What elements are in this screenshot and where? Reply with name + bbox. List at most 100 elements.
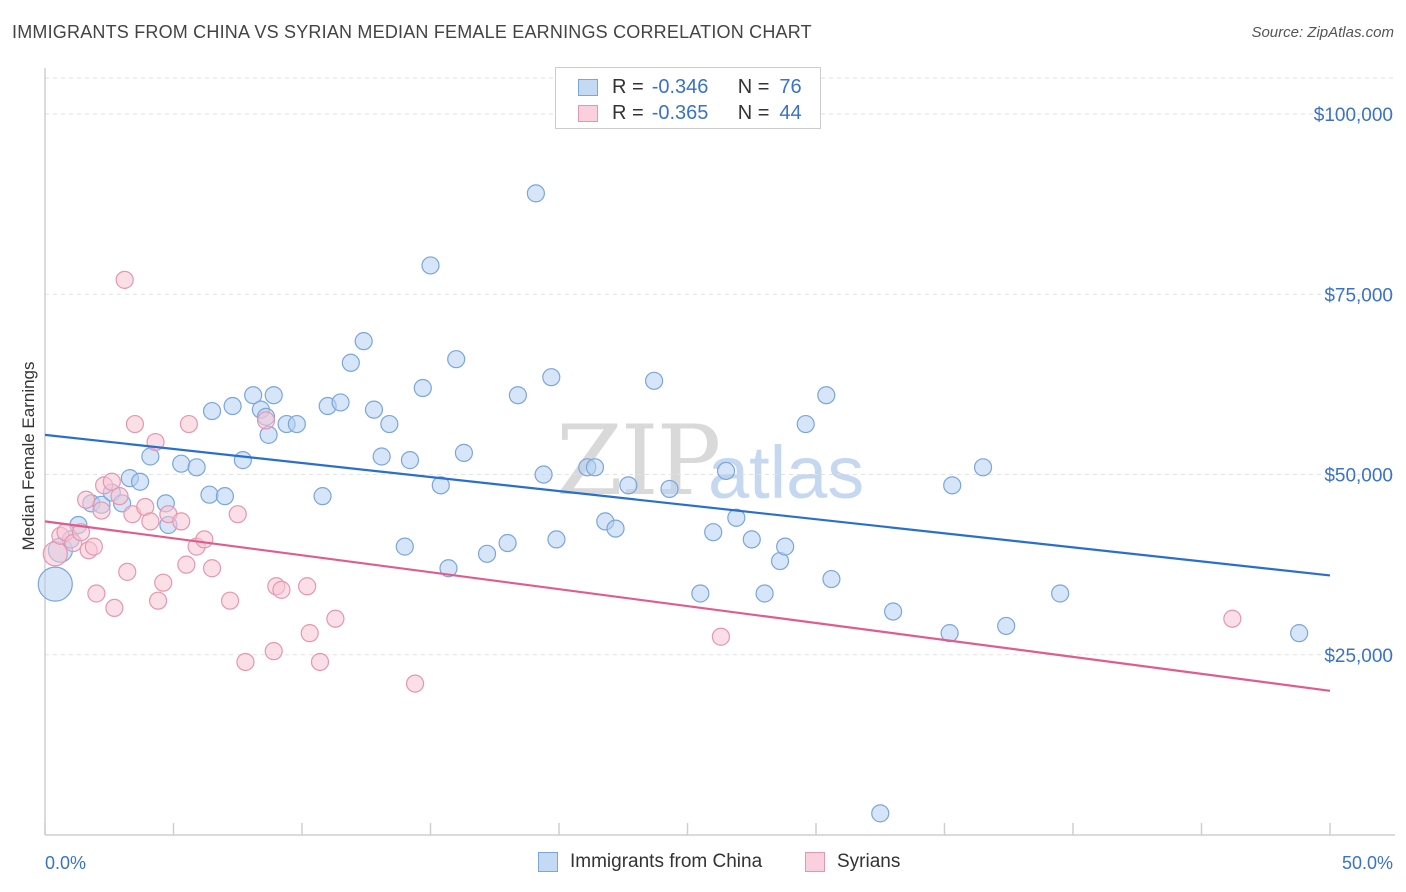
syrian-point <box>300 624 319 643</box>
china-point <box>822 569 841 589</box>
china-trend-line <box>44 433 1331 577</box>
syrian-trend-line <box>44 520 1331 692</box>
china-point <box>223 396 242 416</box>
syrian-point <box>148 591 168 610</box>
syrian-point <box>154 573 173 592</box>
syrian-point <box>1223 609 1242 628</box>
syrian-point <box>272 580 291 599</box>
legend-n-value: 76 <box>779 75 802 98</box>
correlation-legend: R = -0.346 N = 76 R = -0.365 N = 44 <box>555 67 821 129</box>
china-point <box>172 454 191 473</box>
china-point <box>395 537 414 556</box>
china-point <box>716 461 736 481</box>
syrian-point <box>202 559 222 578</box>
china-point <box>644 371 664 390</box>
china-point <box>871 804 890 823</box>
china-point <box>454 443 474 462</box>
syrian-point <box>220 591 240 610</box>
y-tick-label: $75,000 <box>1324 285 1393 306</box>
china-point <box>660 479 679 499</box>
legend-n-label: N = <box>737 75 770 98</box>
axes <box>44 68 1395 836</box>
china-point <box>742 530 761 549</box>
china-point <box>380 414 399 434</box>
syrian-point <box>105 598 124 618</box>
legend-swatch-syrians <box>578 104 598 122</box>
axis-labels: $25,000 $50,000 $75,000 $100,000 0.0% 50.0% Me… <box>19 105 1393 873</box>
syrian-point <box>177 555 196 574</box>
legend-r-value: -0.365 <box>651 101 709 124</box>
china-point <box>534 465 553 484</box>
syrian-point <box>236 652 255 672</box>
syrian-point <box>405 674 425 693</box>
china-point <box>215 487 234 506</box>
syrian-point <box>42 541 68 567</box>
y-tick-label: $25,000 <box>1324 646 1393 667</box>
china-point <box>1051 584 1070 603</box>
china-point <box>526 184 545 203</box>
syrian-point <box>118 562 137 581</box>
china-point <box>498 533 517 553</box>
chart-source: Source: ZipAtlas.com <box>1251 24 1394 41</box>
china-point <box>542 368 561 387</box>
china-point <box>421 256 440 275</box>
china-point <box>313 487 332 506</box>
china-point <box>585 458 605 477</box>
syrian-point <box>711 627 731 646</box>
syrian-point <box>310 652 330 672</box>
data-points <box>37 184 1309 823</box>
china-point <box>691 584 710 603</box>
syrian-point <box>92 501 111 520</box>
syrian-point <box>87 584 106 603</box>
syrian-point <box>102 472 121 491</box>
x-tick-label: 0.0% <box>45 853 86 873</box>
legend-item-china[interactable]: Immigrants from China <box>538 851 762 873</box>
china-point <box>331 393 350 412</box>
china-point <box>244 386 263 405</box>
trend-lines <box>44 433 1331 692</box>
china-point <box>413 378 432 398</box>
china-point <box>755 584 774 603</box>
grid-lines <box>45 77 1395 656</box>
china-point <box>943 476 962 495</box>
y-tick-label: $50,000 <box>1324 466 1393 487</box>
y-tick-label: $100,000 <box>1314 105 1393 126</box>
syrian-point <box>264 642 283 661</box>
china-point <box>796 414 815 434</box>
china-point <box>997 616 1016 636</box>
china-point <box>37 566 73 602</box>
syrian-point <box>298 577 317 596</box>
syrian-point <box>172 512 191 531</box>
china-point <box>477 544 497 563</box>
china-point <box>727 508 746 527</box>
legend-row-syrians: R = -0.365 N = 44 <box>578 100 802 126</box>
china-point <box>883 602 903 621</box>
china-point <box>439 559 458 578</box>
china-point <box>776 537 795 556</box>
china-point <box>1290 624 1309 643</box>
syrian-point <box>256 411 276 430</box>
chart-title: IMMIGRANTS FROM CHINA VS SYRIAN MEDIAN F… <box>12 22 812 42</box>
syrian-point <box>326 609 345 628</box>
china-point <box>130 472 150 491</box>
china-point <box>508 386 527 405</box>
syrian-point <box>125 414 145 434</box>
syrian-point <box>71 523 91 542</box>
syrian-point <box>77 490 96 509</box>
china-point <box>704 523 723 542</box>
china-point <box>202 401 222 421</box>
legend-item-syrians[interactable]: Syrians <box>805 851 900 873</box>
china-point <box>341 353 360 372</box>
legend-swatch-syrians <box>805 852 825 872</box>
china-point <box>447 350 466 369</box>
china-point <box>973 458 993 477</box>
china-point <box>264 386 283 405</box>
syrian-point <box>115 270 134 289</box>
china-point <box>547 530 566 549</box>
syrian-point <box>195 530 214 549</box>
legend-r-label: R = <box>612 101 644 124</box>
series-legend: Immigrants from China Syrians <box>0 851 1406 879</box>
china-point <box>606 519 625 538</box>
china-point <box>354 332 373 351</box>
